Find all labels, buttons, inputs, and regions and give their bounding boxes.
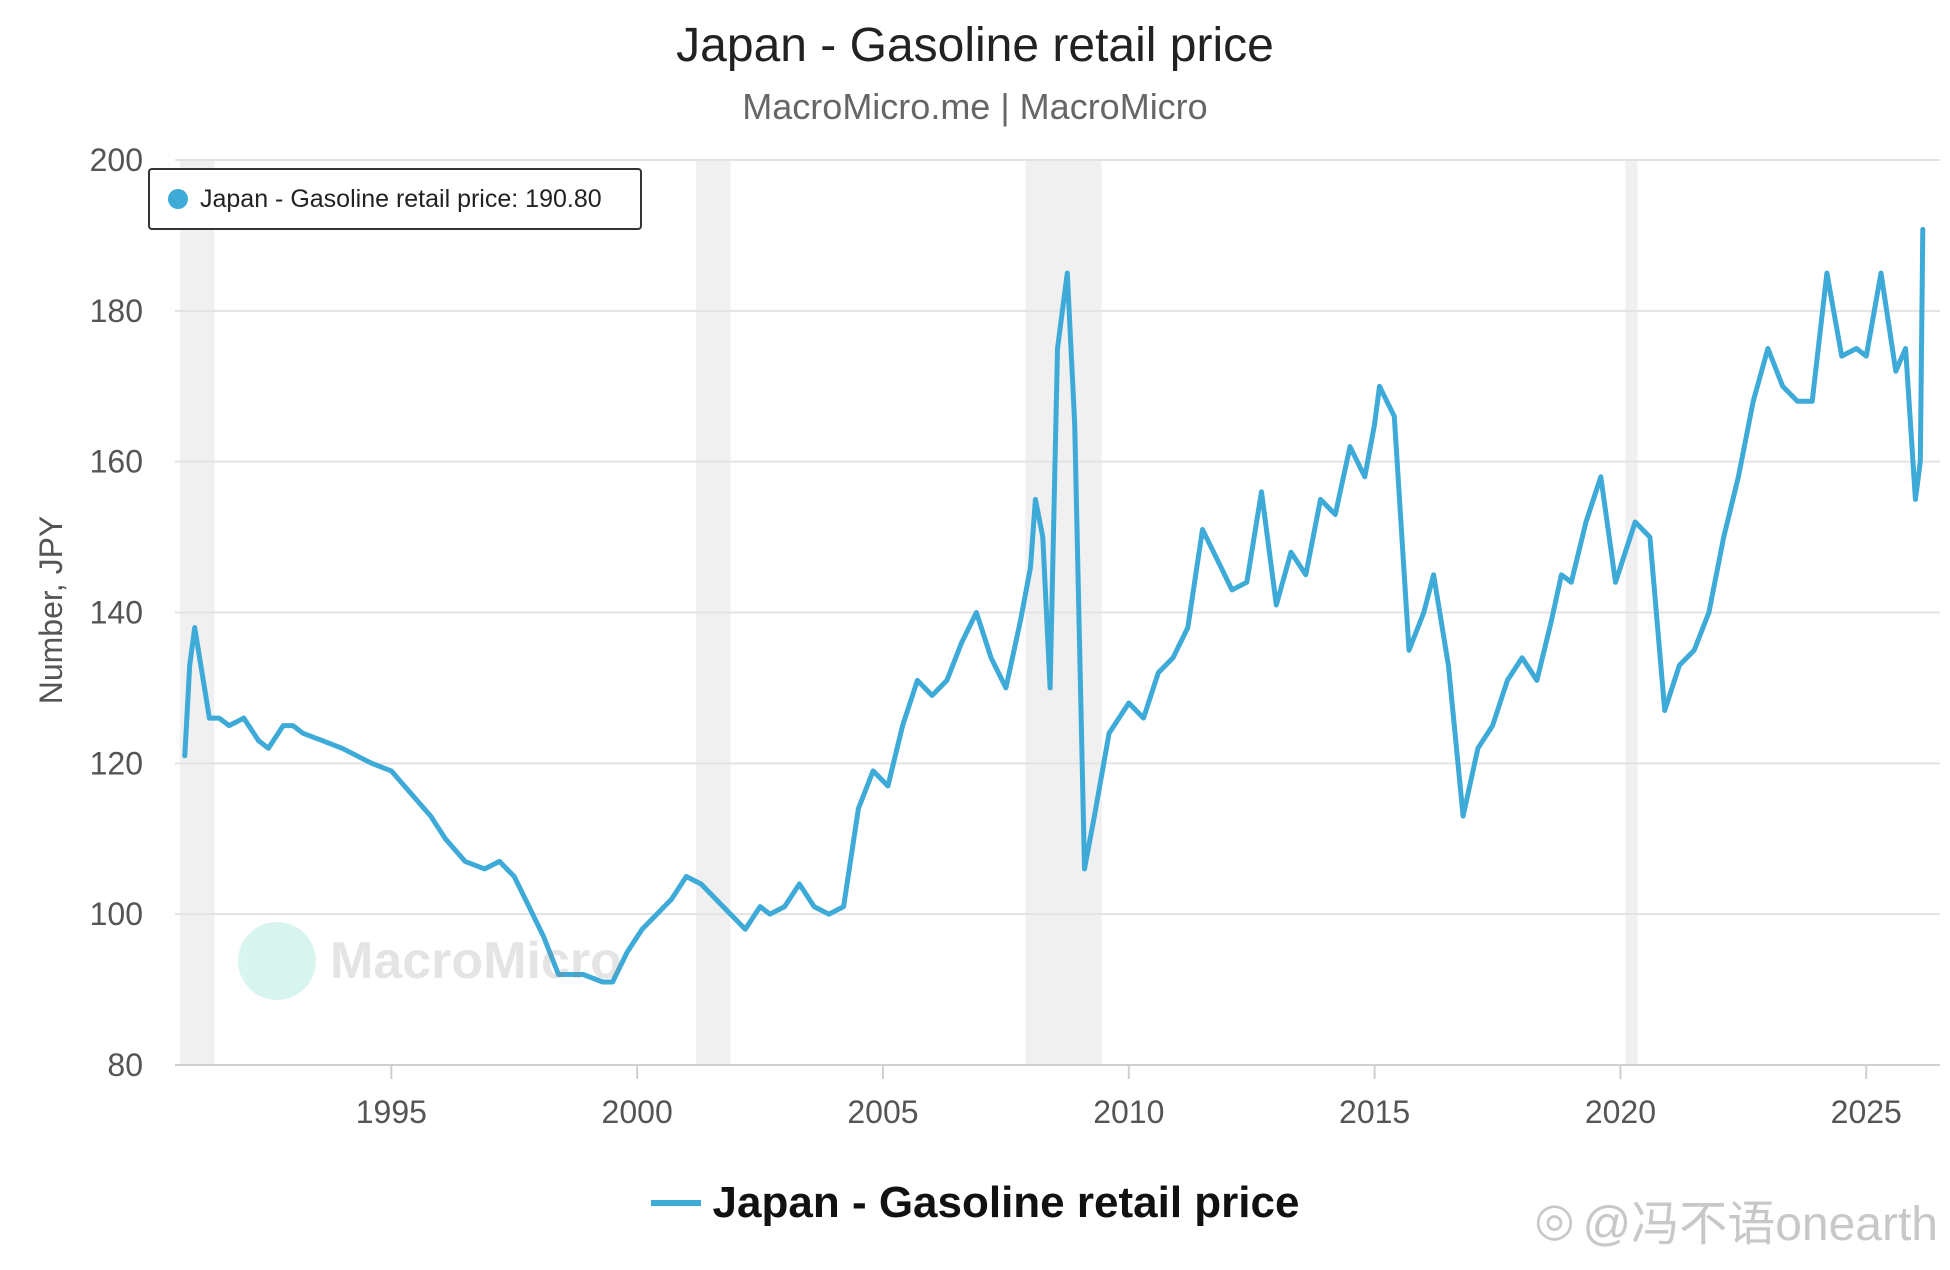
credit-text: @冯不语onearth xyxy=(1582,1198,1938,1251)
x-tick-label-2005: 2005 xyxy=(847,1094,918,1130)
credit: ◎ @冯不语onearth xyxy=(1534,1184,1938,1254)
legend[interactable]: Japan - Gasoline retail price xyxy=(0,1178,1950,1228)
macromicro-logo-icon xyxy=(238,922,316,1000)
tooltip: Japan - Gasoline retail price: 190.80 xyxy=(148,168,642,230)
y-tick-label-80: 80 xyxy=(107,1047,143,1083)
y-ticks: 80 100 120 140 160 180 200 xyxy=(90,142,143,1083)
series-group xyxy=(182,226,1926,985)
series-line-0[interactable] xyxy=(182,226,1926,985)
x-tick-label-1995: 1995 xyxy=(356,1094,427,1130)
x-tick-label-2020: 2020 xyxy=(1585,1094,1656,1130)
x-tick-label-2000: 2000 xyxy=(602,1094,673,1130)
legend-label[interactable]: Japan - Gasoline retail price xyxy=(712,1178,1300,1227)
y-tick-label-120: 120 xyxy=(90,745,143,781)
y-tick-label-140: 140 xyxy=(90,595,143,631)
y-tick-label-180: 180 xyxy=(90,293,143,329)
watermark-text: MacroMicro xyxy=(330,932,622,990)
x-tick-label-2015: 2015 xyxy=(1339,1094,1410,1130)
chart-title: Japan - Gasoline retail price xyxy=(676,19,1274,72)
chart-subtitle: MacroMicro.me | MacroMicro xyxy=(742,86,1208,127)
weibo-icon: ◎ xyxy=(1534,1193,1575,1245)
x-tick-label-2010: 2010 xyxy=(1093,1094,1164,1130)
y-tick-label-160: 160 xyxy=(90,444,143,480)
tooltip-series-dot xyxy=(168,189,188,209)
x-ticks: 1995 2000 2005 2010 2015 2020 2025 xyxy=(356,1065,1902,1130)
tooltip-text: Japan - Gasoline retail price: 190.80 xyxy=(200,184,602,213)
y-tick-label-100: 100 xyxy=(90,896,143,932)
watermark: MacroMicro xyxy=(238,922,622,1000)
legend-swatch xyxy=(650,1200,701,1206)
x-tick-label-2025: 2025 xyxy=(1831,1094,1902,1130)
y-axis-label: Number, JPY xyxy=(33,516,69,705)
y-tick-label-200: 200 xyxy=(90,142,143,178)
